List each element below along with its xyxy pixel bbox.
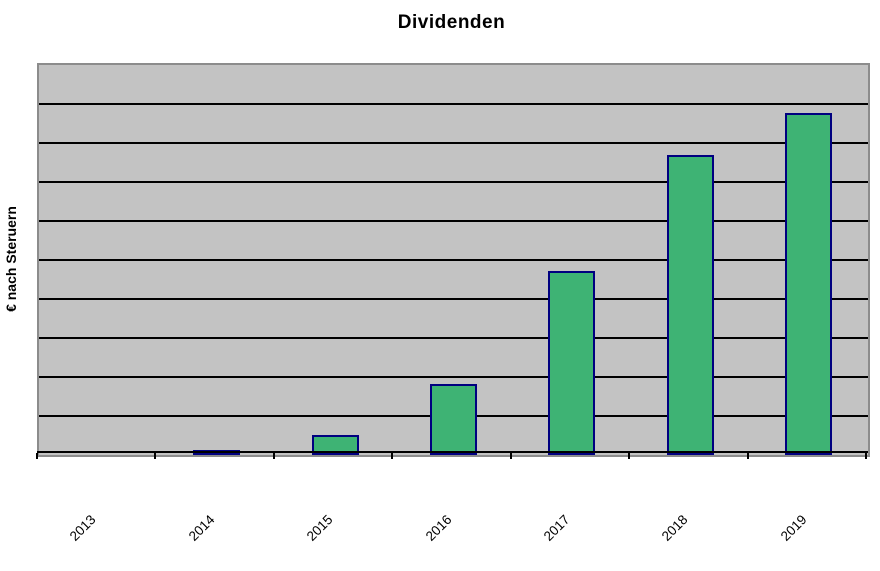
x-axis-tick: [510, 453, 512, 459]
plot-area: [37, 63, 870, 457]
bar-2017: [548, 271, 595, 455]
bar-2016: [430, 384, 477, 455]
x-axis-tick: [273, 453, 275, 459]
gridline: [39, 181, 868, 183]
x-axis-tick: [154, 453, 156, 459]
x-axis-label-2018: 2018: [658, 512, 691, 544]
x-axis-label-2017: 2017: [540, 512, 573, 544]
bar-2019: [785, 113, 832, 455]
x-axis-tick: [865, 453, 867, 459]
x-axis-label-2014: 2014: [185, 512, 218, 544]
gridline: [39, 298, 868, 300]
gridline: [39, 376, 868, 378]
gridline: [39, 103, 868, 105]
bar-2015: [312, 435, 359, 455]
gridline: [39, 259, 868, 261]
bar-2018: [667, 155, 714, 455]
gridline: [39, 220, 868, 222]
gridline: [39, 142, 868, 144]
gridline: [39, 337, 868, 339]
x-axis-label-2016: 2016: [422, 512, 455, 544]
x-axis-tick: [36, 453, 38, 459]
chart-title: Dividenden: [397, 12, 506, 33]
x-axis-label-2015: 2015: [303, 512, 336, 544]
x-axis-tick: [747, 453, 749, 459]
x-axis-tick: [628, 453, 630, 459]
x-axis-label-2019: 2019: [777, 512, 810, 544]
x-axis-tick: [391, 453, 393, 459]
y-axis-label: € nach Steruern: [3, 206, 19, 312]
x-axis-line: [37, 451, 868, 453]
x-axis-label-2013: 2013: [66, 512, 99, 544]
